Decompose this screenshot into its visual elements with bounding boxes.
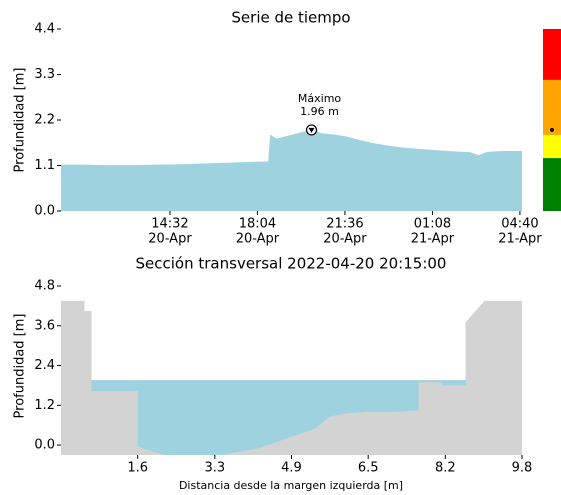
x-tick-label: 8.2 (435, 461, 456, 476)
chart-title: Sección transversal 2022-04-20 20:15:00 (136, 255, 447, 273)
y-tick-label: 4.8 (34, 279, 55, 294)
x-tick-label: 04:40 (501, 217, 538, 232)
x-tick-label: 01:08 (414, 217, 451, 232)
y-tick-label: 3.6 (34, 318, 55, 333)
annotation-value: 1.96 m (300, 105, 339, 118)
x-tick-label: 20-Apr (323, 232, 367, 247)
x-tick-label: 14:32 (151, 217, 188, 232)
x-tick-label: 6.5 (358, 461, 379, 476)
y-tick-label: 2.4 (34, 358, 55, 373)
x-axis-label: Distancia desde la margen izquierda [m] (179, 479, 403, 492)
x-tick-label: 21-Apr (498, 232, 542, 247)
y-axis-label: Profundidad [m] (13, 68, 28, 173)
level-band (543, 158, 561, 211)
y-tick-label: 1.2 (34, 398, 55, 413)
x-tick-label: 20-Apr (148, 232, 192, 247)
level-band (543, 79, 561, 135)
y-axis-label: Profundidad [m] (13, 314, 28, 419)
level-band (543, 29, 561, 80)
y-tick-label: 0.0 (34, 438, 55, 453)
x-tick-label: 4.9 (281, 461, 302, 476)
y-tick-label: 0.0 (34, 204, 55, 219)
x-tick-label: 1.6 (127, 461, 148, 476)
depth-area (61, 129, 522, 211)
x-tick-label: 9.8 (512, 461, 533, 476)
y-tick-label: 1.1 (34, 158, 55, 173)
annotation-text: Máximo (298, 92, 342, 105)
y-tick-label: 3.3 (34, 67, 55, 82)
x-tick-label: 21-Apr (411, 232, 455, 247)
x-tick-label: 20-Apr (236, 232, 280, 247)
x-tick-label: 18:04 (239, 217, 276, 232)
y-tick-label: 4.4 (34, 22, 55, 37)
terrain (61, 300, 522, 455)
y-tick-label: 2.2 (34, 113, 55, 128)
chart-title: Serie de tiempo (231, 9, 350, 27)
level-indicator (550, 127, 554, 132)
peak-marker-arrow (308, 127, 315, 133)
x-tick-label: 3.3 (204, 461, 225, 476)
level-band (543, 134, 561, 159)
x-tick-label: 21:36 (326, 217, 363, 232)
